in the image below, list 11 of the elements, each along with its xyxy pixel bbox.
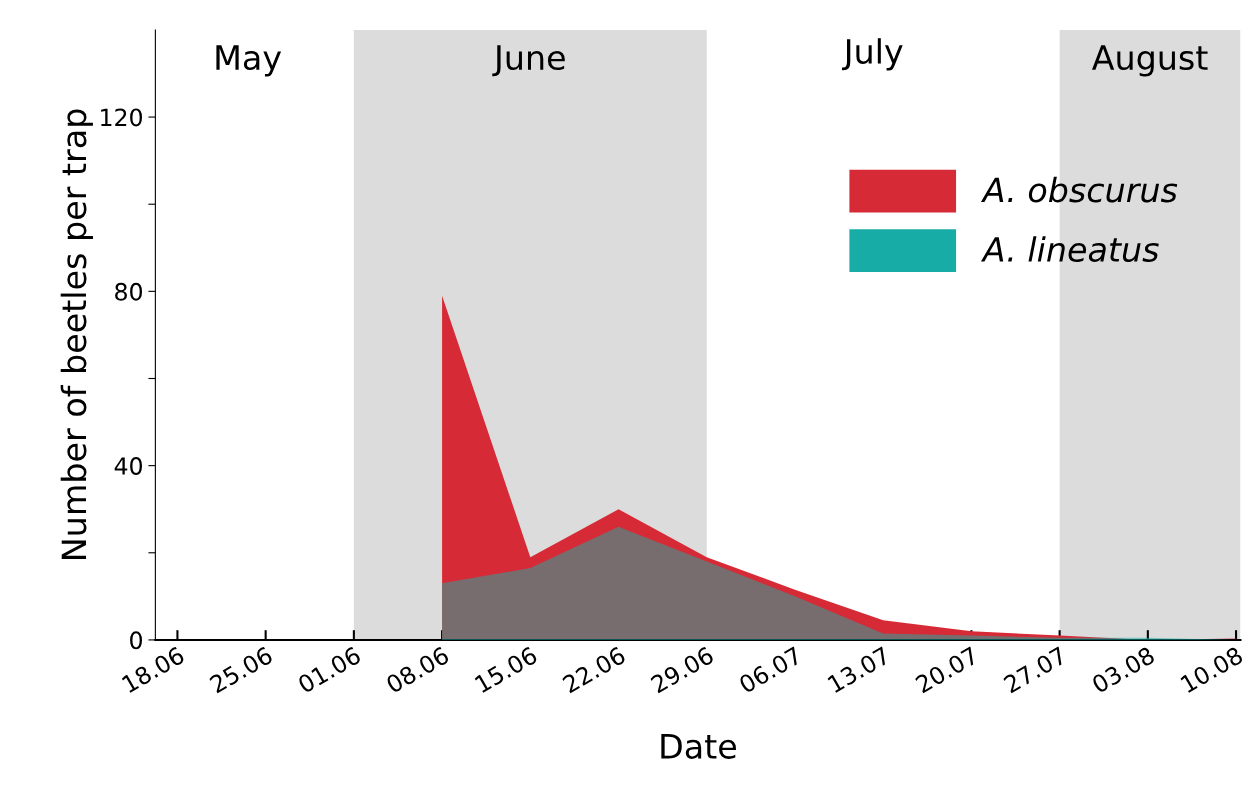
annotation: May <box>216 45 282 77</box>
y-axis-title: Number of beetles per trap <box>60 109 93 559</box>
y-tick-label: 80 <box>115 282 142 301</box>
annotation: July <box>842 38 903 71</box>
band-label: June <box>492 45 565 77</box>
y-tick-label: 40 <box>114 457 142 475</box>
legend-label: A. lineatus <box>980 236 1159 263</box>
legend-label: A. obscurus <box>980 176 1178 203</box>
band-label: August <box>1091 45 1208 77</box>
x-axis-title: Date <box>661 734 736 759</box>
y-tick-label: 120 <box>101 108 142 127</box>
